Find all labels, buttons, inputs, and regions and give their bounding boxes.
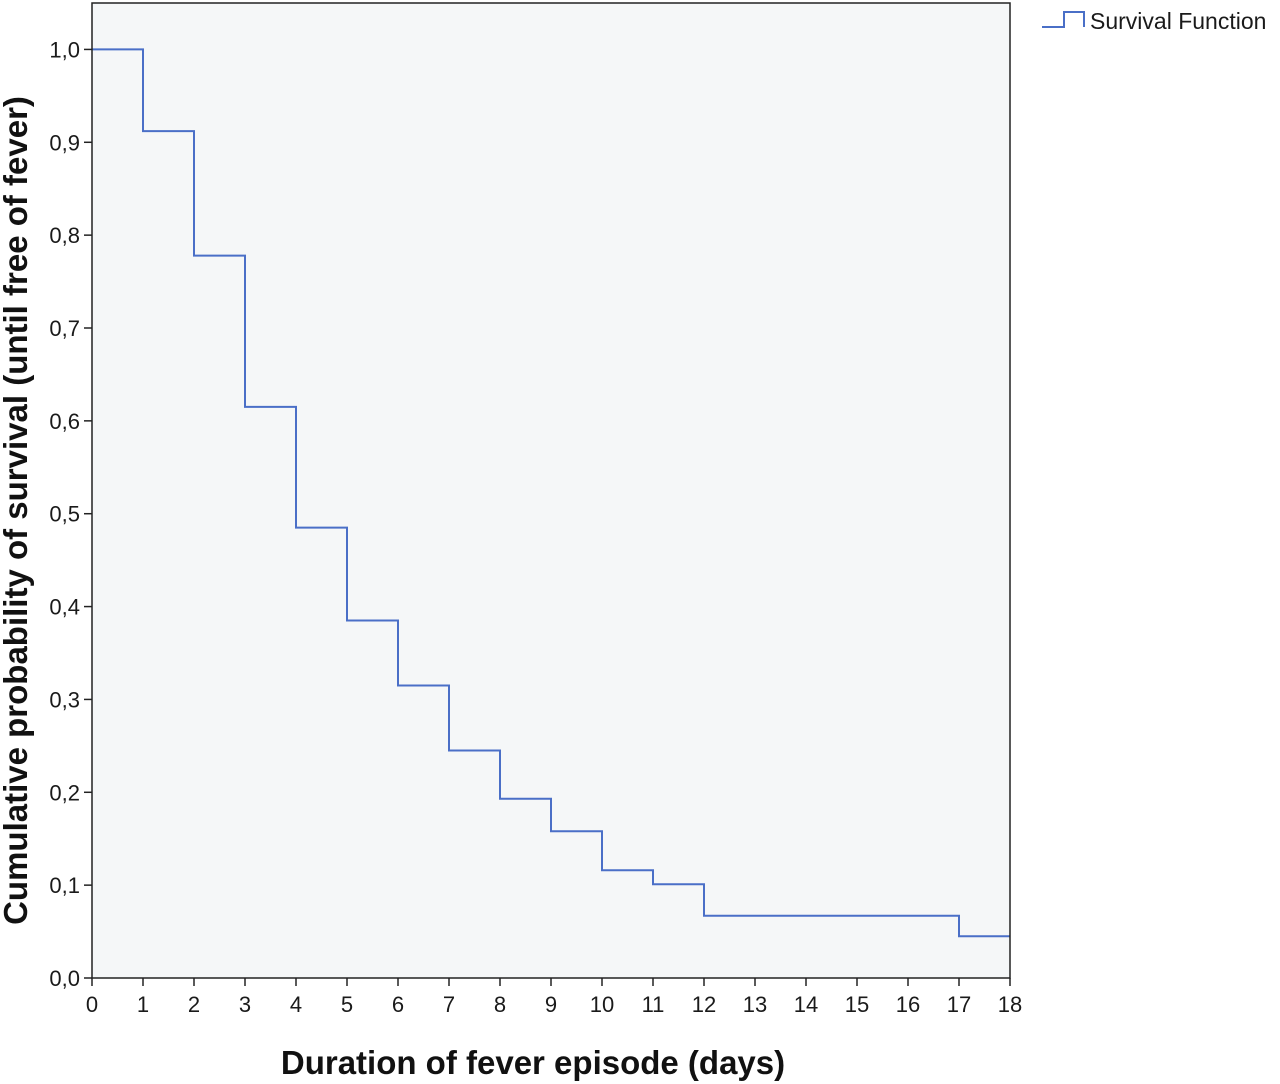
x-tick-label: 6 — [392, 992, 404, 1017]
x-tick-label: 2 — [188, 992, 200, 1017]
x-tick-label: 18 — [998, 992, 1022, 1017]
y-tick-label: 0,1 — [49, 873, 80, 898]
x-tick-label: 8 — [494, 992, 506, 1017]
y-tick-label: 0,0 — [49, 966, 80, 991]
x-tick-label: 16 — [896, 992, 920, 1017]
x-tick-label: 1 — [137, 992, 149, 1017]
y-tick-label: 0,5 — [49, 502, 80, 527]
legend: Survival Function — [1042, 8, 1266, 34]
x-tick-label: 5 — [341, 992, 353, 1017]
y-tick-label: 0,4 — [49, 595, 80, 620]
x-tick-label: 11 — [642, 992, 665, 1017]
x-axis: 0 1 2 3 4 5 6 7 8 9 10 11 12 13 14 15 16 17 18 — [86, 978, 1022, 1017]
y-tick-label: 0,7 — [49, 316, 80, 341]
y-tick-label: 0,6 — [49, 409, 80, 434]
y-axis-title: Cumulative probability of survival (unti… — [0, 96, 34, 925]
y-tick-label: 0,3 — [49, 687, 80, 712]
x-tick-label: 14 — [794, 992, 818, 1017]
legend-label-survival-function: Survival Function — [1090, 8, 1266, 34]
x-tick-label: 17 — [947, 992, 971, 1017]
x-tick-label: 3 — [239, 992, 251, 1017]
x-tick-label: 7 — [443, 992, 455, 1017]
x-axis-title: Duration of fever episode (days) — [281, 1044, 785, 1081]
survival-function-line — [92, 48, 1010, 938]
x-tick-label: 15 — [845, 992, 869, 1017]
x-tick-label: 13 — [743, 992, 767, 1017]
legend-swatch-icon — [1042, 11, 1085, 28]
x-tick-label: 9 — [545, 992, 557, 1017]
y-tick-label: 1,0 — [49, 37, 80, 62]
x-tick-label: 4 — [290, 992, 302, 1017]
y-axis: 0,0 0,1 0,2 0,3 0,4 0,5 0,6 0,7 0,8 0,9 1,0 — [49, 37, 92, 991]
plot-frame — [91, 2, 1011, 979]
y-tick-label: 0,8 — [49, 223, 80, 248]
x-tick-label: 10 — [590, 992, 614, 1017]
y-tick-label: 0,2 — [49, 780, 80, 805]
x-tick-label: 0 — [86, 992, 98, 1017]
y-tick-label: 0,9 — [49, 130, 80, 155]
x-tick-label: 12 — [692, 992, 716, 1017]
